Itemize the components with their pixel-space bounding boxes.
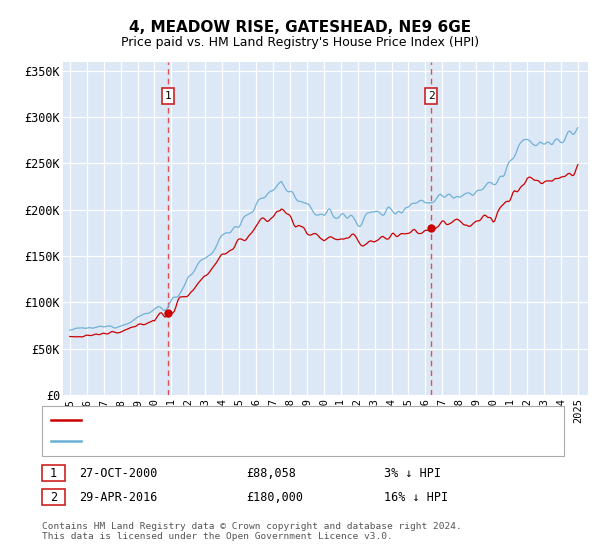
Text: 2: 2: [428, 91, 434, 101]
Text: Price paid vs. HM Land Registry's House Price Index (HPI): Price paid vs. HM Land Registry's House …: [121, 36, 479, 49]
Text: 29-APR-2016: 29-APR-2016: [79, 491, 158, 504]
Text: Contains HM Land Registry data © Crown copyright and database right 2024.
This d: Contains HM Land Registry data © Crown c…: [42, 522, 462, 542]
Text: 3% ↓ HPI: 3% ↓ HPI: [384, 466, 441, 480]
Text: 4, MEADOW RISE, GATESHEAD, NE9 6GE (detached house): 4, MEADOW RISE, GATESHEAD, NE9 6GE (deta…: [88, 415, 407, 425]
Text: £88,058: £88,058: [246, 466, 296, 480]
Text: 4, MEADOW RISE, GATESHEAD, NE9 6GE: 4, MEADOW RISE, GATESHEAD, NE9 6GE: [129, 20, 471, 35]
Text: £180,000: £180,000: [246, 491, 303, 504]
Text: 2: 2: [50, 491, 57, 504]
Text: 1: 1: [50, 466, 57, 480]
Text: 27-OCT-2000: 27-OCT-2000: [79, 466, 158, 480]
Text: 16% ↓ HPI: 16% ↓ HPI: [384, 491, 448, 504]
Text: HPI: Average price, detached house, Gateshead: HPI: Average price, detached house, Gate…: [88, 436, 370, 446]
Text: 1: 1: [165, 91, 172, 101]
